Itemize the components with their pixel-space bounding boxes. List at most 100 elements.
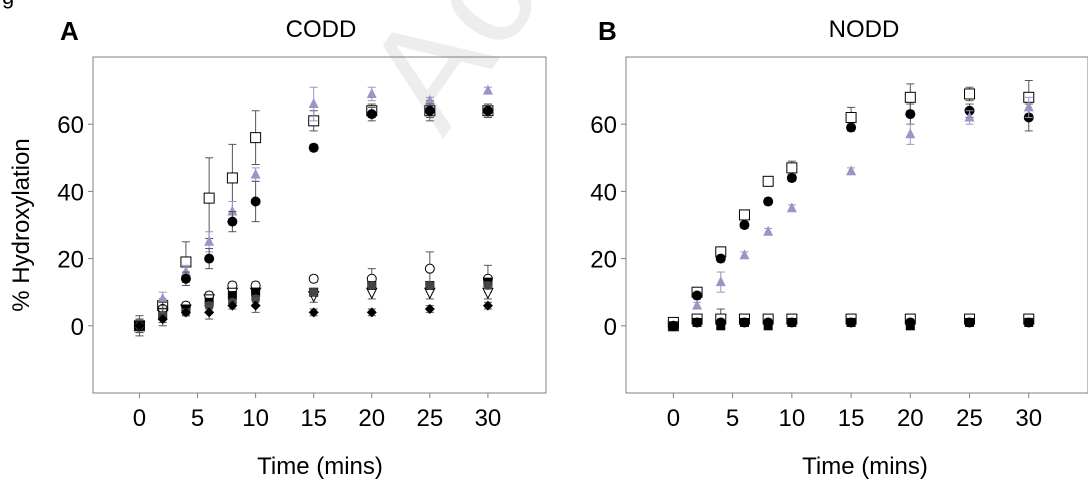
panel-a-point-gray-circle [367, 280, 377, 290]
panel-a-point-purple-triangle [366, 87, 377, 98]
panel-a-point-filled-circle [227, 216, 238, 227]
panel-b-point-purple-triangle [692, 299, 703, 310]
panel-a-point-open-square [226, 172, 238, 184]
panel-a-point-gray-circle [483, 280, 493, 290]
panel-b-xtick-label: 30 [1015, 405, 1042, 432]
panel-a-point-gray-circle [425, 280, 435, 290]
panel-a-frame [92, 56, 547, 394]
panel-b-point-filled-square [965, 317, 975, 327]
panel-a-point-filled-diamond [227, 300, 238, 311]
panel-b-point-open-square [904, 91, 916, 103]
panel-b-point-filled-square [668, 321, 678, 331]
panel-b-point-open-square [845, 111, 857, 123]
panel-a-ytick-label: 40 [57, 179, 84, 206]
panel-b-ytick-label: 0 [604, 314, 617, 341]
panel-b-ytick-label: 20 [590, 247, 617, 274]
panel-a-point-filled-circle [424, 105, 435, 116]
panel-a-point-gray-circle [309, 287, 319, 297]
panel-b-label: B [598, 16, 617, 46]
panel-b-point-purple-triangle [739, 249, 750, 260]
panel-b-frame [625, 56, 1088, 394]
panel-a-xtick-label: 30 [475, 405, 502, 432]
figure-header-fragment: g [2, 0, 14, 8]
panel-a-point-filled-circle [250, 196, 261, 207]
panel-b-point-filled-circle [763, 196, 774, 207]
panel-a-point-filled-circle [204, 253, 215, 264]
panel-b-ytick-label: 60 [590, 112, 617, 139]
panel-b-point-purple-triangle [786, 202, 797, 213]
panel-b-plot: 0 20 40 60 0 5 10 15 20 25 30 [590, 56, 1088, 432]
panel-b-xtick-label: 25 [956, 405, 983, 432]
panel-a-plot: 0 20 40 60 0 5 10 15 20 25 30 [57, 56, 547, 432]
panel-b-point-purple-triangle [964, 111, 975, 122]
panel-b-point-open-square [786, 162, 798, 174]
panel-b-point-purple-triangle [1023, 101, 1034, 112]
panel-b-point-filled-circle [715, 253, 726, 264]
panel-a-point-filled-diamond [308, 307, 319, 318]
panel-b-point-open-square [964, 88, 976, 100]
panel-a-point-filled-diamond [366, 307, 377, 318]
panel-b-point-open-square [738, 209, 750, 221]
panel-a-point-filled-circle [366, 109, 377, 120]
panel-b-ytick-label: 40 [590, 179, 617, 206]
panel-a-point-purple-triangle [308, 98, 319, 109]
panel-a-point-open-square [250, 132, 262, 144]
panel-a-point-filled-circle [482, 105, 493, 116]
panel-a-point-filled-circle [308, 142, 319, 153]
panel-a-point-purple-triangle [424, 94, 435, 105]
panel-b-xlabel: Time (mins) [802, 453, 928, 480]
panel-a-point-purple-triangle [157, 292, 168, 303]
panel-b-xtick-label: 5 [726, 405, 739, 432]
panel-b-point-filled-circle [786, 172, 797, 183]
panel-b-xtick-label: 0 [667, 405, 680, 432]
panel-a-point-open-square [203, 192, 215, 204]
panel-a-point-filled-square [251, 287, 261, 297]
panel-b-point-filled-circle [692, 290, 703, 301]
panel-b-title: NODD [828, 16, 900, 43]
panel-b-series-open-square [667, 80, 1035, 332]
panel-b-point-filled-square [1024, 317, 1034, 327]
panel-b-point-filled-circle [846, 122, 857, 133]
panel-a-ytick-label: 60 [57, 112, 84, 139]
panel-b-series-filled-circle [668, 103, 1034, 331]
panel-b-point-purple-triangle [715, 276, 726, 287]
panel-a-xtick-label: 5 [191, 405, 204, 432]
panel-a-point-filled-diamond [134, 320, 145, 331]
panel-a-point-filled-circle [180, 273, 191, 284]
panel-a-point-filled-square [227, 291, 237, 301]
panel-b-point-filled-square [716, 321, 726, 331]
panel-a-point-purple-triangle [250, 168, 261, 179]
panel-a-point-filled-diamond [204, 307, 215, 318]
panel-a-xtick-label: 25 [416, 405, 443, 432]
panel-a-series-filled-diamond [134, 298, 493, 337]
panel-a-xtick-label: 0 [133, 405, 146, 432]
panel-a-point-filled-diamond [482, 300, 493, 311]
panel-a-point-open-circle [308, 273, 319, 284]
panel-a-point-purple-triangle [482, 84, 493, 95]
panel-a-xtick-label: 20 [358, 405, 385, 432]
panel-b-point-purple-triangle [846, 165, 857, 176]
panel-b-point-filled-square [846, 317, 856, 327]
panel-a-point-filled-diamond [157, 314, 168, 325]
panel-b-xtick-label: 10 [778, 405, 805, 432]
panel-b-point-filled-square [905, 321, 915, 331]
panel-a-point-filled-diamond [424, 304, 435, 314]
panel-b-point-open-square [762, 175, 774, 187]
panel-b-xtick-label: 15 [838, 405, 865, 432]
panel-b-point-filled-square [787, 317, 797, 327]
panel-a-point-purple-triangle [227, 205, 238, 216]
panel-b-point-filled-circle [739, 220, 750, 230]
panel-b-series-filled-square [668, 317, 1034, 331]
panel-b-point-purple-triangle [905, 128, 916, 139]
panel-a-point-purple-triangle [180, 266, 191, 277]
panel-b-xtick-label: 20 [897, 405, 924, 432]
panel-a-ytick-label: 20 [57, 247, 84, 274]
panel-b-point-filled-square [739, 317, 749, 327]
panel-b-point-filled-circle [905, 109, 916, 120]
panel-a-xlabel: Time (mins) [257, 453, 383, 480]
panel-a-label: A [60, 16, 79, 46]
panel-a-point-filled-diamond [250, 300, 261, 311]
panel-b-point-filled-square [692, 317, 702, 327]
